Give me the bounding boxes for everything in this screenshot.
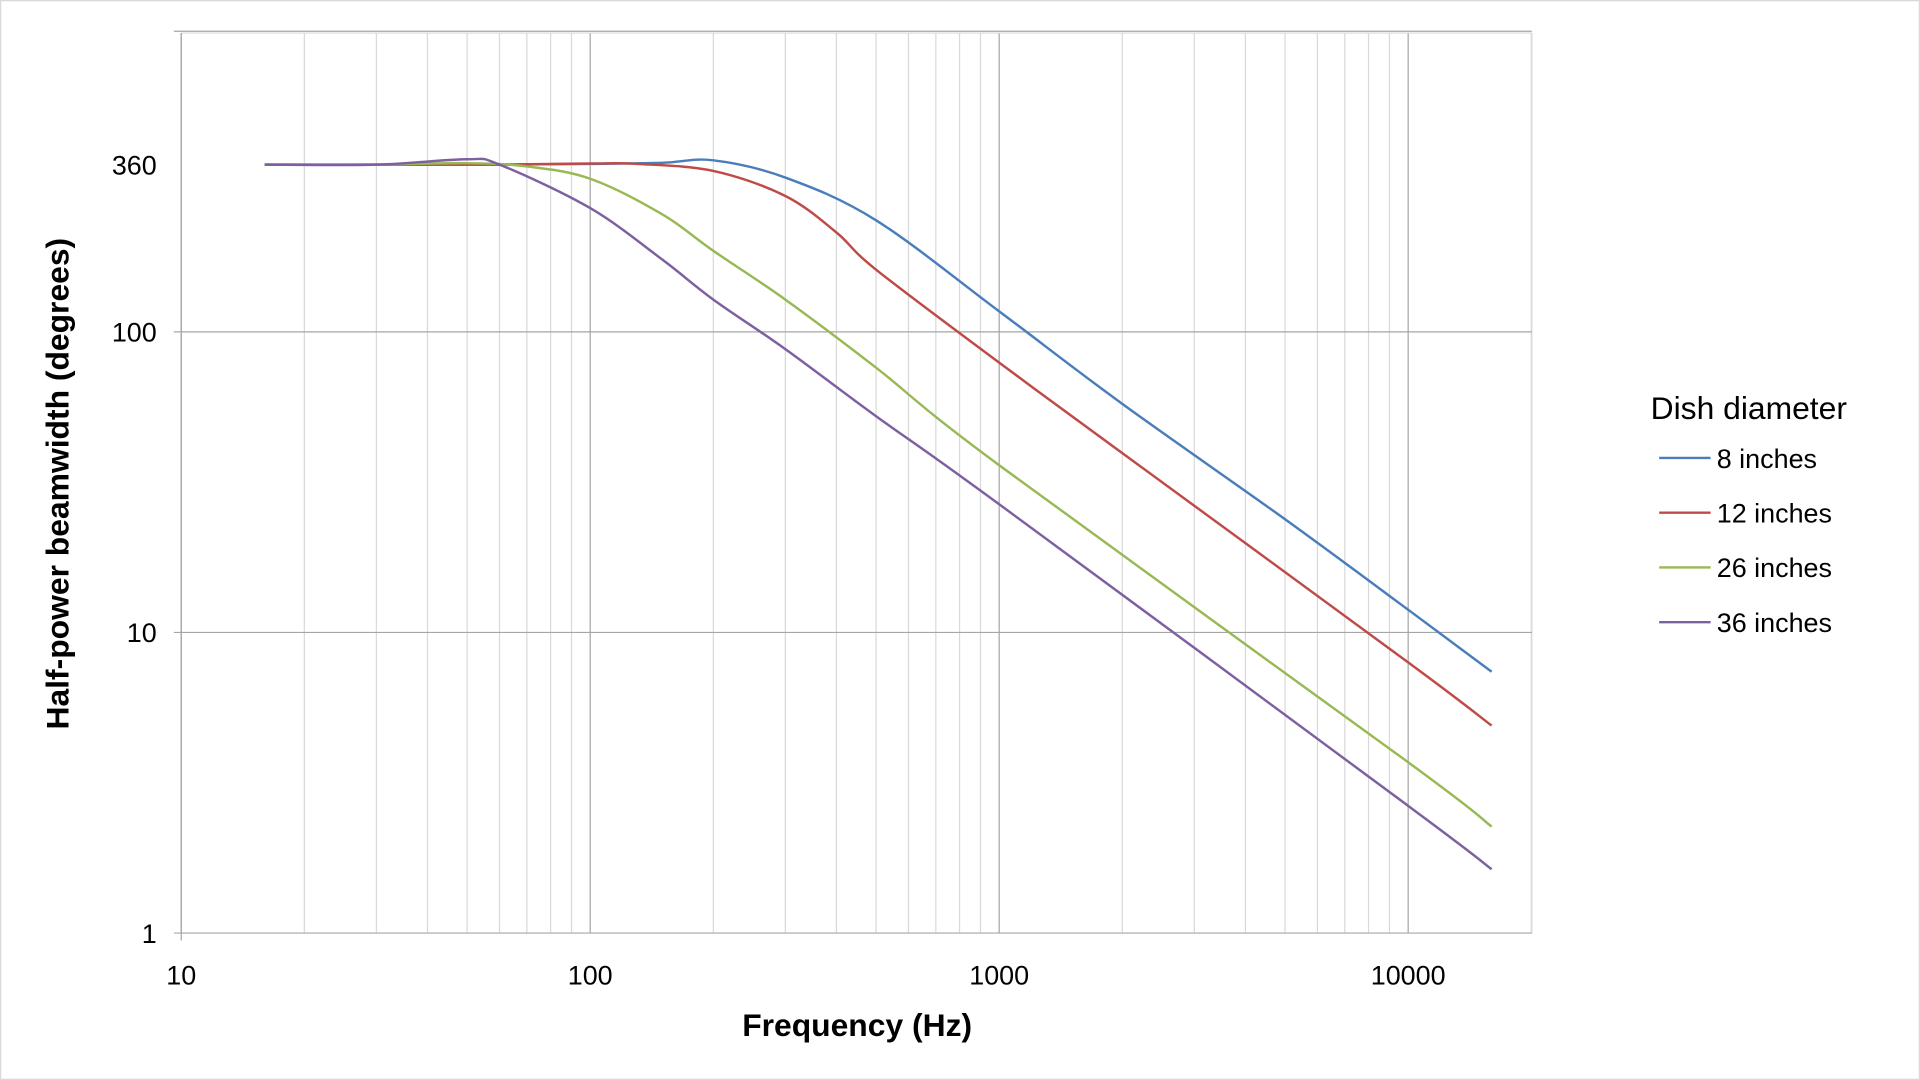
x-tick-label: 10 (166, 960, 196, 990)
x-axis-label: Frequency (Hz) (742, 1007, 972, 1043)
x-tick-label: 100 (568, 960, 613, 990)
y-axis-label: Half-power beamwidth (degrees) (40, 238, 76, 730)
y-tick-label: 100 (112, 318, 157, 348)
legend: Dish diameter 8 inches 12 inches 26 inches… (1651, 390, 1848, 638)
series-line-3 (264, 157, 1493, 871)
legend-item: 36 inches (1717, 608, 1832, 638)
series-lines (264, 157, 1493, 871)
gridlines (173, 30, 1533, 941)
x-tick-label: 1000 (969, 960, 1029, 990)
x-tick-label: 10000 (1371, 960, 1446, 990)
series-line-2 (264, 161, 1493, 828)
legend-title: Dish diameter (1651, 390, 1848, 426)
legend-item: 26 inches (1717, 553, 1832, 583)
y-tick-label: 360 (112, 150, 157, 180)
legend-item: 8 inches (1717, 444, 1817, 474)
y-tick-label: 1 (142, 919, 157, 949)
tick-labels: 10 100 1000 10000 1 10 100 360 (112, 150, 1446, 990)
y-tick-label: 10 (127, 618, 157, 648)
legend-item: 12 inches (1717, 498, 1832, 528)
